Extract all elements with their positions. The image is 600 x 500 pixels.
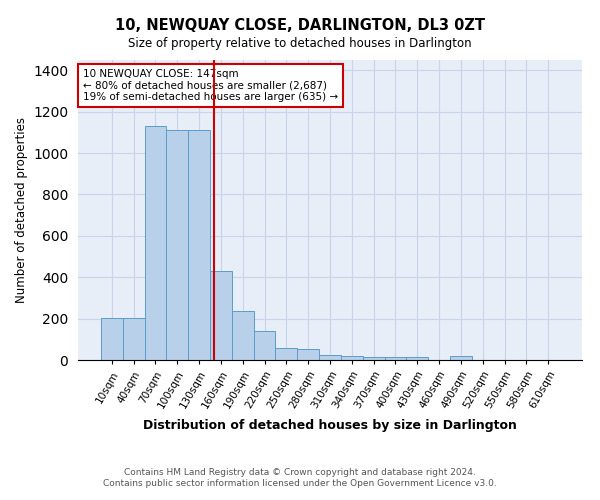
Bar bbox=[385, 357, 406, 360]
Bar bbox=[319, 355, 341, 360]
Bar bbox=[450, 356, 472, 360]
Text: Contains HM Land Registry data © Crown copyright and database right 2024.
Contai: Contains HM Land Registry data © Crown c… bbox=[103, 468, 497, 487]
Bar bbox=[254, 331, 275, 360]
Text: 10, NEWQUAY CLOSE, DARLINGTON, DL3 0ZT: 10, NEWQUAY CLOSE, DARLINGTON, DL3 0ZT bbox=[115, 18, 485, 32]
Bar bbox=[166, 130, 188, 360]
Y-axis label: Number of detached properties: Number of detached properties bbox=[14, 117, 28, 303]
Bar bbox=[363, 357, 385, 360]
Bar bbox=[275, 348, 297, 360]
Bar bbox=[145, 126, 166, 360]
Bar bbox=[232, 312, 254, 360]
Bar bbox=[101, 318, 123, 360]
Bar bbox=[188, 130, 210, 360]
Bar bbox=[406, 357, 428, 360]
Text: 10 NEWQUAY CLOSE: 147sqm
← 80% of detached houses are smaller (2,687)
19% of sem: 10 NEWQUAY CLOSE: 147sqm ← 80% of detach… bbox=[83, 69, 338, 102]
Bar bbox=[210, 271, 232, 360]
Bar bbox=[341, 356, 363, 360]
Text: Size of property relative to detached houses in Darlington: Size of property relative to detached ho… bbox=[128, 38, 472, 51]
X-axis label: Distribution of detached houses by size in Darlington: Distribution of detached houses by size … bbox=[143, 418, 517, 432]
Bar bbox=[297, 348, 319, 360]
Bar bbox=[123, 318, 145, 360]
